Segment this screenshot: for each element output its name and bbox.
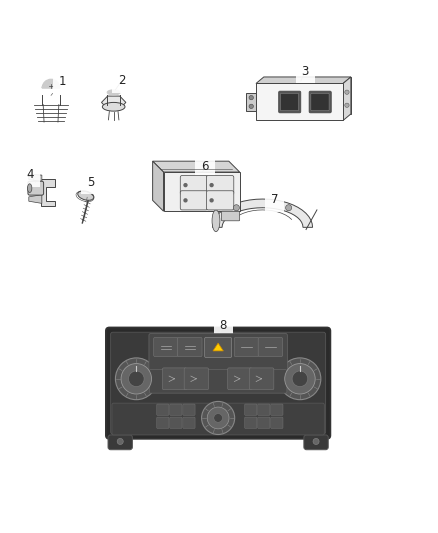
- FancyBboxPatch shape: [234, 337, 258, 357]
- FancyBboxPatch shape: [154, 337, 178, 357]
- Circle shape: [207, 407, 229, 429]
- FancyBboxPatch shape: [180, 175, 208, 195]
- Polygon shape: [152, 161, 163, 211]
- Ellipse shape: [107, 90, 120, 95]
- FancyBboxPatch shape: [271, 404, 283, 415]
- Circle shape: [345, 90, 349, 94]
- FancyBboxPatch shape: [149, 334, 287, 372]
- Circle shape: [201, 401, 235, 434]
- Polygon shape: [29, 174, 42, 182]
- Circle shape: [214, 414, 223, 422]
- FancyBboxPatch shape: [112, 403, 324, 435]
- Circle shape: [209, 183, 214, 187]
- FancyBboxPatch shape: [157, 417, 169, 429]
- Circle shape: [121, 364, 152, 394]
- FancyBboxPatch shape: [245, 404, 257, 415]
- FancyBboxPatch shape: [206, 191, 234, 210]
- FancyBboxPatch shape: [205, 337, 232, 358]
- Text: 8: 8: [219, 319, 227, 334]
- FancyBboxPatch shape: [111, 332, 325, 434]
- Polygon shape: [163, 172, 240, 211]
- FancyBboxPatch shape: [311, 93, 329, 111]
- Circle shape: [285, 364, 315, 394]
- Ellipse shape: [78, 191, 94, 200]
- FancyBboxPatch shape: [149, 370, 287, 393]
- Polygon shape: [247, 93, 256, 111]
- FancyBboxPatch shape: [170, 404, 182, 415]
- Text: 3: 3: [300, 65, 309, 81]
- Polygon shape: [256, 77, 351, 84]
- Polygon shape: [213, 343, 223, 351]
- Circle shape: [184, 198, 187, 203]
- Text: 7: 7: [262, 193, 279, 208]
- FancyBboxPatch shape: [108, 435, 132, 450]
- Text: 2: 2: [115, 74, 126, 90]
- FancyBboxPatch shape: [250, 368, 274, 390]
- Ellipse shape: [212, 210, 220, 232]
- Circle shape: [116, 358, 157, 400]
- Polygon shape: [29, 195, 42, 204]
- FancyBboxPatch shape: [279, 91, 301, 113]
- FancyBboxPatch shape: [106, 327, 330, 439]
- FancyBboxPatch shape: [304, 435, 328, 450]
- Circle shape: [313, 439, 319, 445]
- FancyBboxPatch shape: [184, 368, 208, 390]
- Circle shape: [292, 371, 308, 386]
- FancyBboxPatch shape: [183, 417, 195, 429]
- Polygon shape: [256, 84, 343, 120]
- Text: 5: 5: [86, 175, 94, 201]
- Ellipse shape: [28, 184, 32, 192]
- Polygon shape: [212, 199, 313, 228]
- Circle shape: [279, 358, 321, 400]
- FancyBboxPatch shape: [28, 181, 44, 195]
- Text: 6: 6: [201, 160, 209, 173]
- Polygon shape: [41, 180, 55, 206]
- Polygon shape: [102, 96, 126, 109]
- Wedge shape: [42, 79, 60, 88]
- Circle shape: [117, 439, 123, 445]
- Polygon shape: [343, 77, 351, 120]
- FancyBboxPatch shape: [258, 417, 270, 429]
- Circle shape: [233, 205, 240, 211]
- FancyBboxPatch shape: [157, 404, 169, 415]
- Circle shape: [128, 371, 144, 386]
- FancyBboxPatch shape: [258, 337, 283, 357]
- FancyBboxPatch shape: [162, 368, 187, 390]
- FancyBboxPatch shape: [180, 191, 208, 210]
- FancyBboxPatch shape: [245, 417, 257, 429]
- Text: 4: 4: [26, 168, 35, 182]
- FancyBboxPatch shape: [309, 91, 331, 113]
- Circle shape: [345, 103, 349, 108]
- Circle shape: [184, 183, 187, 187]
- FancyBboxPatch shape: [280, 93, 299, 111]
- Text: 1: 1: [51, 75, 66, 95]
- Circle shape: [249, 104, 253, 109]
- FancyBboxPatch shape: [178, 337, 202, 357]
- FancyBboxPatch shape: [271, 417, 283, 429]
- FancyBboxPatch shape: [206, 175, 234, 195]
- Circle shape: [249, 95, 253, 100]
- Polygon shape: [264, 77, 351, 114]
- FancyBboxPatch shape: [258, 404, 270, 415]
- Ellipse shape: [102, 102, 125, 111]
- FancyBboxPatch shape: [221, 211, 240, 221]
- FancyBboxPatch shape: [183, 404, 195, 415]
- Polygon shape: [152, 161, 240, 172]
- FancyBboxPatch shape: [228, 368, 252, 390]
- Circle shape: [286, 205, 292, 211]
- Circle shape: [209, 198, 214, 203]
- FancyBboxPatch shape: [170, 417, 182, 429]
